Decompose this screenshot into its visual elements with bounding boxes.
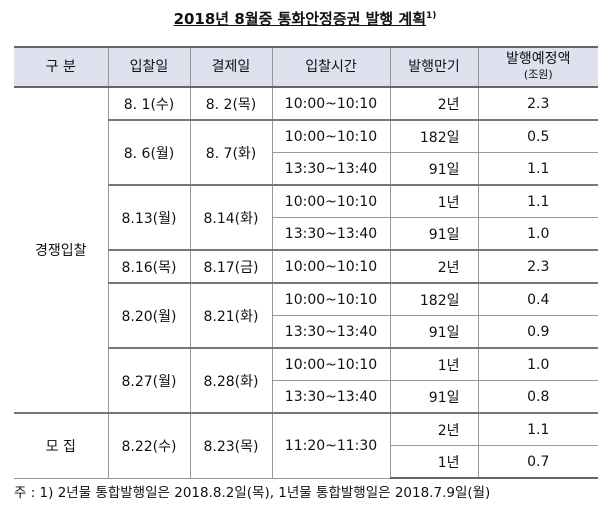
amount: 0.4 (477, 282, 598, 316)
maturity: 2년 (389, 249, 479, 284)
maturity: 182일 (389, 119, 479, 153)
header-cell: 발행예정액 (조원) (477, 46, 598, 88)
auction-time: 13:30~13:40 (272, 217, 391, 251)
amount: 1.1 (477, 412, 598, 446)
row: 경쟁입찰 8. 1(수) 8. 2(목) 10:00~10:10 2년 2.3 (14, 86, 598, 414)
amount: 2.3 (477, 86, 598, 121)
auction-date: 8. 1(수) (107, 86, 191, 121)
settle-date: 8.14(화) (189, 184, 273, 251)
row: 13:30~13:40 91일 0.9 (14, 315, 598, 349)
header-row: 구 분 입찰일 결제일 입찰시간 발행만기 발행예정액 (조원) (14, 46, 598, 88)
footnote: 주 : 1) 2년물 통합발행일은 2018.8.2일(목), 1년물 통합발행… (14, 485, 491, 501)
header-cell: 입찰일 (107, 46, 191, 88)
amount: 0.9 (477, 315, 598, 349)
settle-date: 8.23(목) (189, 412, 273, 479)
unit: (조원) (523, 68, 553, 81)
maturity: 91일 (389, 152, 479, 186)
maturity: 2년 (389, 86, 479, 121)
header-cell: 결제일 (189, 46, 273, 88)
settle-date: 8.17(금) (189, 249, 273, 284)
maturity: 1년 (389, 184, 479, 218)
title-wrap: 2018년 8월중 통화안정증권 발행 계획1) (0, 8, 610, 29)
header-text: 입찰일 (129, 58, 169, 75)
maturity: 91일 (389, 315, 479, 349)
row: 1년 0.7 (14, 445, 598, 479)
row: 8.20(월) 8.21(화) 10:00~10:10 182일 0.4 (14, 282, 598, 349)
table-body: 경쟁입찰 8. 1(수) 8. 2(목) 10:00~10:10 2년 2.3 8. 6(월… (14, 86, 598, 479)
header-cell: 입찰시간 (271, 46, 391, 88)
header-cell: 발행만기 (389, 46, 479, 88)
header-text: 입찰시간 (305, 58, 357, 75)
maturity: 182일 (389, 282, 479, 316)
settle-date: 8.21(화) (189, 282, 273, 349)
auction-date: 8.27(월) (108, 347, 191, 414)
header-text: 발행만기 (408, 58, 460, 75)
row: 모 집 8.22(수) 8.23(목) 11:20~11:30 2년 1.1 (14, 412, 598, 479)
row: 13:30~13:40 91일 1.0 (14, 217, 598, 251)
auction-time: 10:00~10:10 (271, 184, 391, 218)
title-note: 1) (426, 11, 437, 21)
settle-date: 8. 7(화) (189, 119, 273, 186)
group-label: 경쟁입찰 (14, 86, 109, 414)
plan-table: 구 분 입찰일 결제일 입찰시간 발행만기 발행예정액 (조원) 경쟁입찰 8. 1(수) 8.… (14, 46, 598, 479)
settle-date: 8.28(화) (189, 347, 273, 414)
settle-date: 8. 2(목) (189, 86, 273, 121)
title: 2018년 8월중 통화안정증권 발행 계획 (173, 10, 427, 28)
header-text: 구 분 (45, 58, 76, 75)
auction-date: 8.16(목) (108, 249, 191, 284)
amount: 1.1 (477, 184, 598, 218)
auction-date: 8.13(월) (108, 184, 191, 251)
auction-time: 13:30~13:40 (272, 152, 391, 186)
auction-time: 10:00~10:10 (271, 119, 391, 153)
header-text: 결제일 (211, 58, 251, 75)
auction-date: 8.22(수) (107, 412, 191, 479)
amount: 0.8 (477, 380, 598, 414)
amount: 1.0 (477, 217, 598, 251)
amount: 2.3 (477, 249, 598, 284)
auction-time: 10:00~10:10 (271, 347, 391, 381)
row: 13:30~13:40 91일 0.8 (14, 380, 598, 414)
maturity: 91일 (389, 217, 479, 251)
group-label: 모 집 (14, 412, 109, 479)
maturity: 1년 (389, 347, 479, 381)
maturity: 2년 (389, 412, 479, 446)
row: 8.27(월) 8.28(화) 10:00~10:10 1년 1.0 (14, 347, 598, 414)
header-cell: 구 분 (14, 46, 109, 88)
auction-time: 10:00~10:10 (271, 249, 391, 284)
auction-date: 8.20(월) (108, 282, 191, 349)
row: 8.13(월) 8.14(화) 10:00~10:10 1년 1.1 (14, 184, 598, 251)
amount: 0.7 (477, 445, 598, 479)
auction-date: 8. 6(월) (108, 119, 191, 186)
maturity: 1년 (390, 445, 479, 479)
row: 8.16(목) 8.17(금) 10:00~10:10 2년 2.3 (14, 249, 598, 284)
amount: 1.1 (477, 152, 598, 186)
maturity: 91일 (389, 380, 479, 414)
auction-time: 13:30~13:40 (272, 315, 391, 349)
auction-time: 10:00~10:10 (271, 282, 391, 316)
amount: 1.0 (477, 347, 598, 381)
auction-time: 13:30~13:40 (272, 380, 391, 414)
amount: 0.5 (477, 119, 598, 153)
auction-time: 11:20~11:30 (271, 412, 391, 479)
auction-time: 10:00~10:10 (271, 86, 391, 121)
header-text: 발행예정액 (506, 51, 571, 67)
